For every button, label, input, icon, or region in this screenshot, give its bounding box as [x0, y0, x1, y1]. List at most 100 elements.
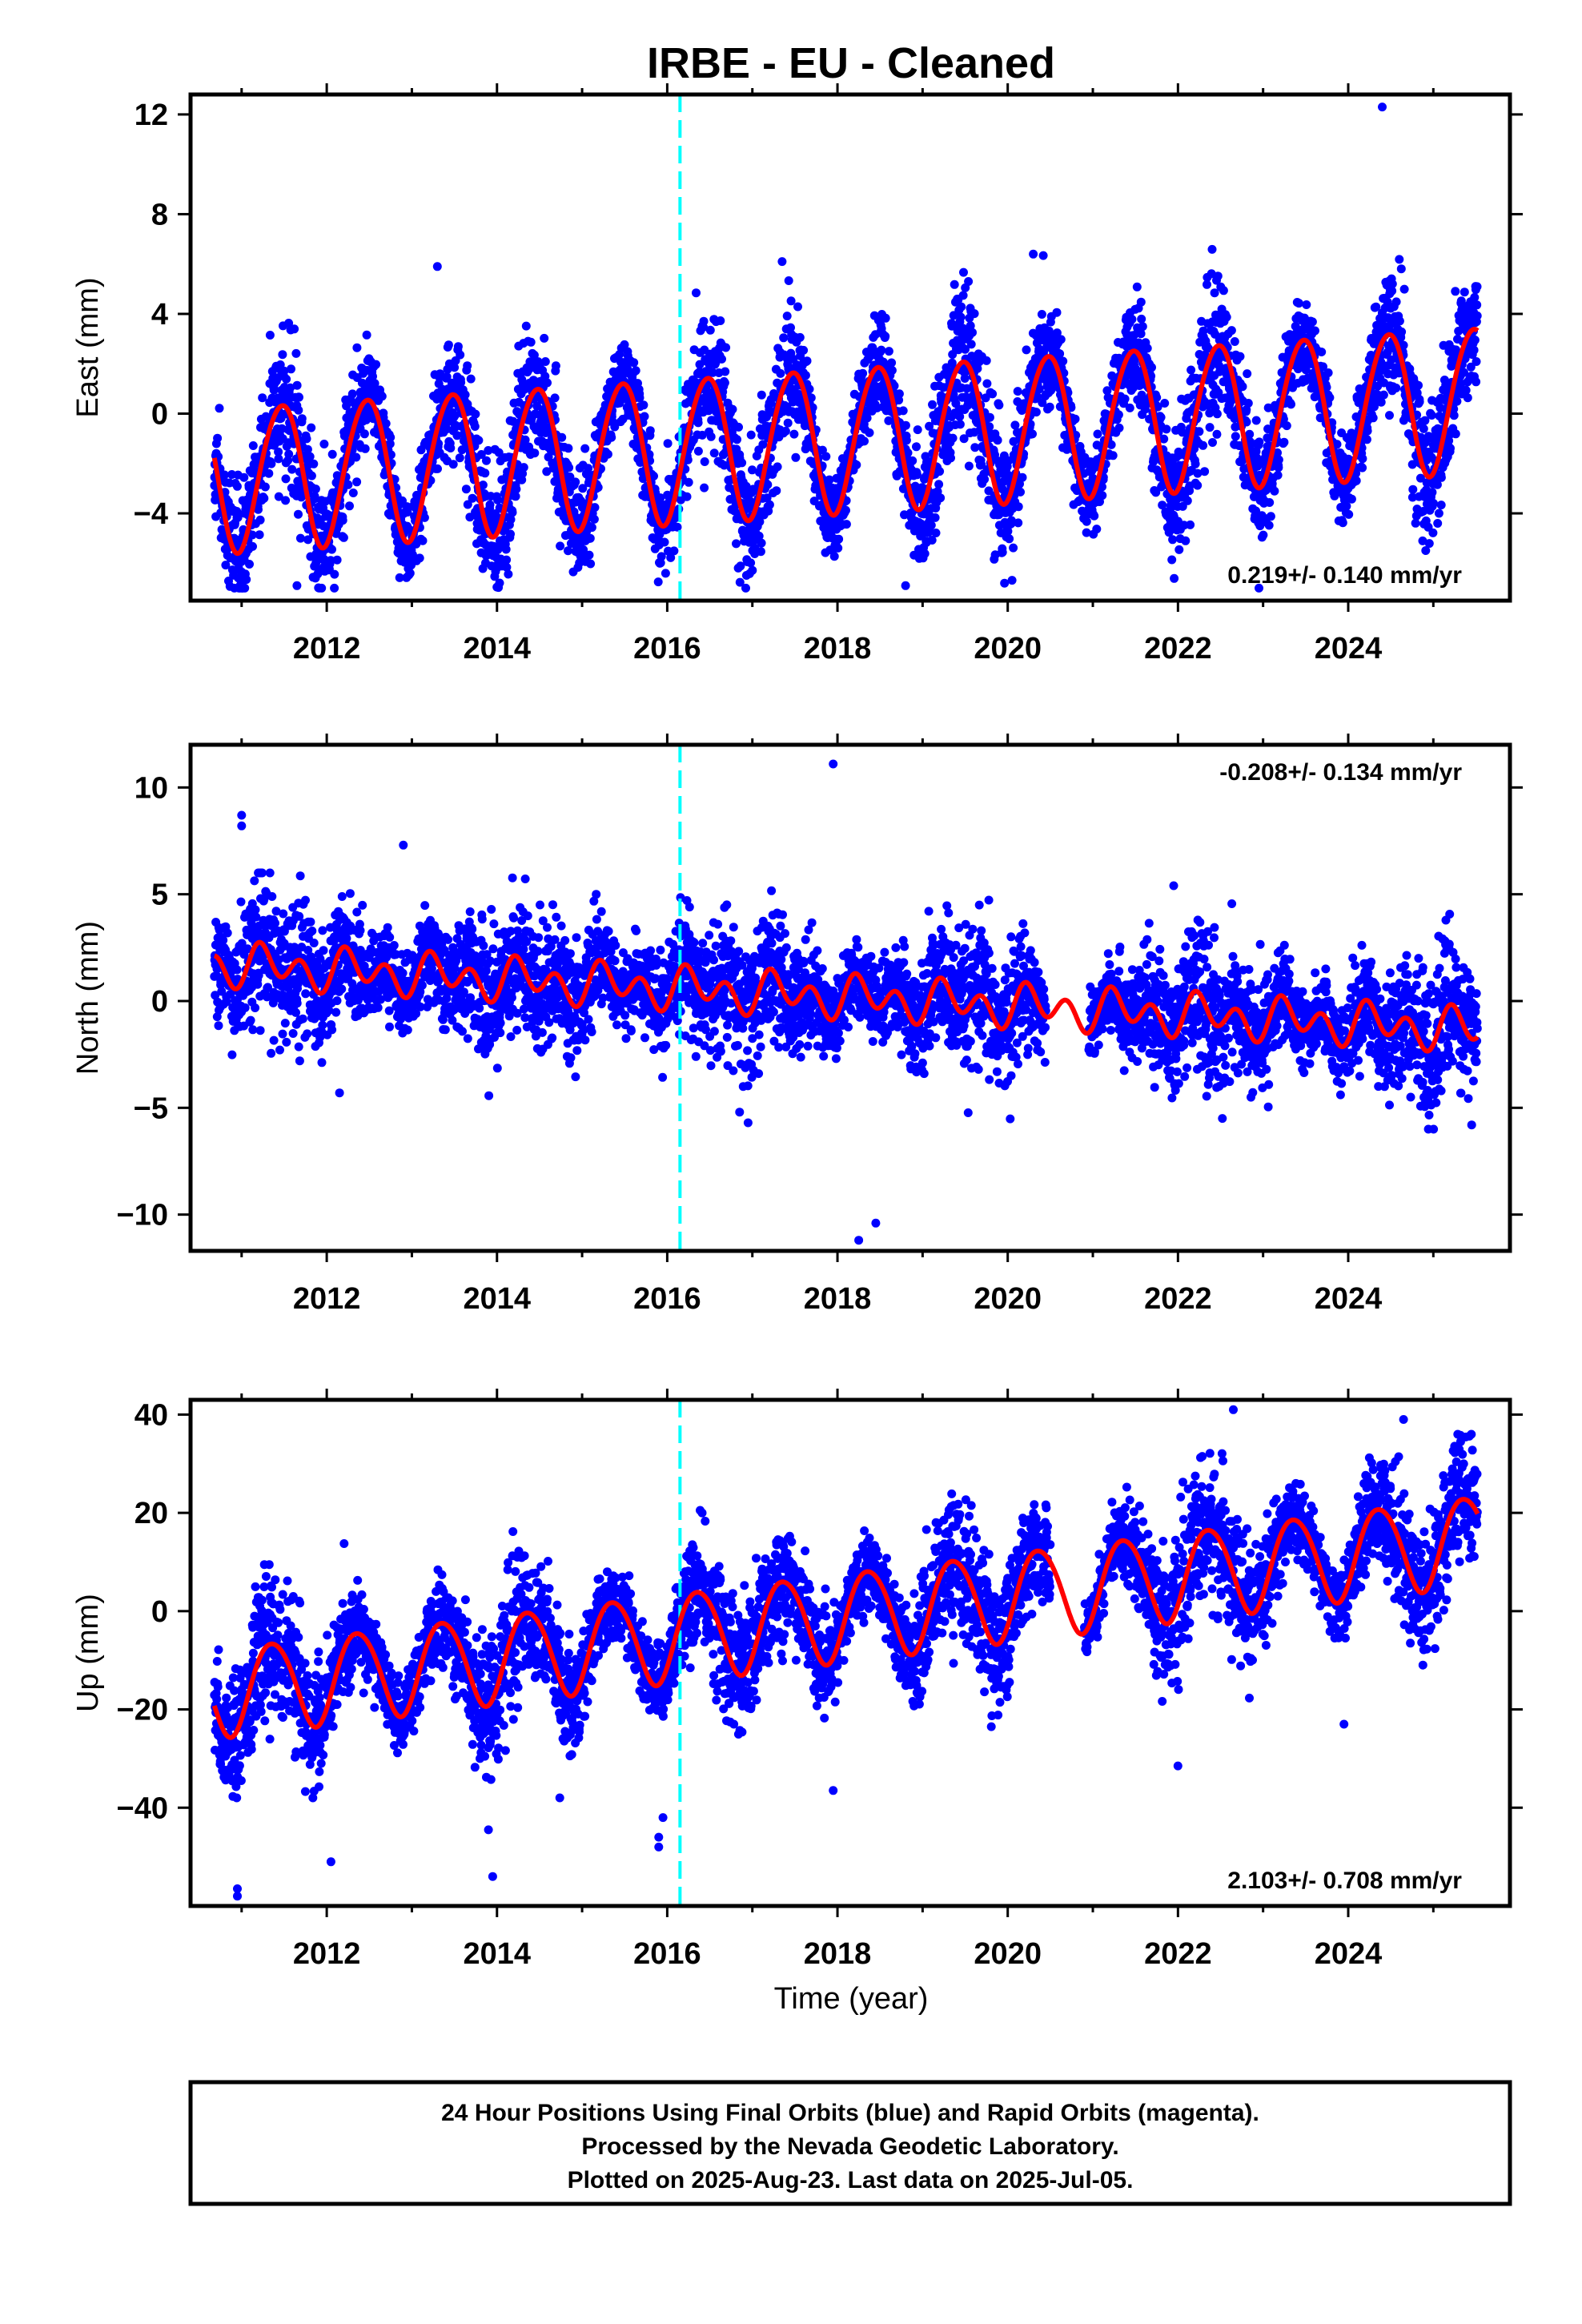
data-point [540, 357, 550, 366]
data-point [1469, 345, 1479, 355]
data-point [1230, 337, 1239, 346]
data-point [307, 423, 316, 432]
data-point [887, 358, 897, 368]
data-point [1270, 486, 1279, 496]
data-point [291, 348, 301, 358]
data-point [468, 493, 477, 503]
data-point [330, 583, 339, 593]
data-point [1138, 322, 1147, 332]
data-point [728, 404, 737, 414]
data-point [1307, 317, 1317, 327]
data-point [852, 460, 861, 469]
data-point [640, 412, 649, 421]
data-point [295, 533, 305, 543]
data-point [786, 296, 796, 306]
data-point [1325, 393, 1335, 402]
data-point [970, 443, 980, 452]
data-point [485, 500, 495, 509]
data-point [530, 448, 540, 458]
data-point [765, 500, 774, 509]
data-point [343, 480, 353, 489]
data-point [1419, 424, 1428, 433]
data-point [717, 354, 726, 364]
data-point [529, 350, 539, 360]
data-point [1351, 476, 1361, 485]
data-point [783, 418, 793, 428]
data-point [1235, 352, 1245, 361]
data-point [1090, 511, 1099, 521]
outlier-point [777, 257, 787, 267]
data-point [248, 441, 258, 450]
data-point [478, 480, 488, 490]
data-point [1399, 284, 1409, 294]
data-point [290, 324, 299, 334]
data-point [721, 367, 730, 376]
data-point [1391, 384, 1401, 392]
data-point [645, 426, 655, 436]
data-point [1251, 416, 1261, 425]
data-point [294, 405, 303, 415]
data-point [444, 340, 453, 350]
data-point [248, 541, 257, 551]
data-point [456, 378, 466, 388]
data-point [860, 436, 869, 446]
data-point [781, 426, 790, 436]
x-tick-label: 2020 [974, 632, 1042, 665]
data-point [1052, 308, 1062, 317]
data-point [556, 541, 565, 551]
data-point [381, 419, 391, 428]
data-point [1186, 365, 1196, 375]
outlier-point [432, 262, 442, 271]
data-point [1397, 327, 1407, 336]
data-point [1245, 429, 1255, 439]
data-point [508, 508, 517, 517]
data-point [279, 366, 289, 376]
y-axis-label: East (mm) [71, 277, 105, 417]
data-point [557, 432, 567, 442]
data-point [1037, 310, 1046, 319]
data-point [1472, 377, 1481, 387]
data-point [221, 561, 231, 570]
data-point [332, 555, 342, 565]
data-point [327, 545, 336, 554]
data-point [1387, 279, 1397, 288]
data-point [348, 489, 358, 497]
data-point [484, 446, 493, 455]
data-point [265, 331, 275, 340]
data-point [311, 485, 320, 494]
data-point [460, 390, 470, 400]
data-point [1279, 437, 1289, 447]
data-point [1031, 408, 1041, 417]
data-point [1162, 424, 1171, 434]
data-point [799, 345, 809, 355]
data-point [550, 393, 560, 403]
data-point [959, 267, 968, 277]
y-tick-label: 8 [151, 198, 168, 231]
data-point [1266, 512, 1275, 521]
data-point [284, 319, 294, 328]
data-point [405, 569, 415, 578]
y-tick-label: 0 [151, 398, 168, 432]
data-point [1449, 411, 1459, 420]
y-tick-label: −4 [134, 497, 168, 531]
data-point [1168, 535, 1178, 545]
data-point [339, 533, 348, 542]
data-point [284, 449, 294, 459]
data-point [757, 390, 766, 400]
data-point [1147, 363, 1156, 372]
data-point [1093, 429, 1102, 439]
data-point [589, 514, 599, 524]
data-point [297, 414, 307, 424]
data-point [1186, 520, 1195, 529]
data-point [269, 385, 279, 395]
data-point [693, 418, 703, 428]
data-point [1009, 543, 1018, 553]
data-points [210, 103, 1482, 593]
data-point [894, 389, 904, 399]
data-point [957, 302, 966, 312]
data-point [966, 340, 976, 349]
data-point [1205, 423, 1215, 432]
data-point [247, 530, 257, 540]
data-point [461, 485, 471, 494]
data-point [342, 401, 351, 411]
